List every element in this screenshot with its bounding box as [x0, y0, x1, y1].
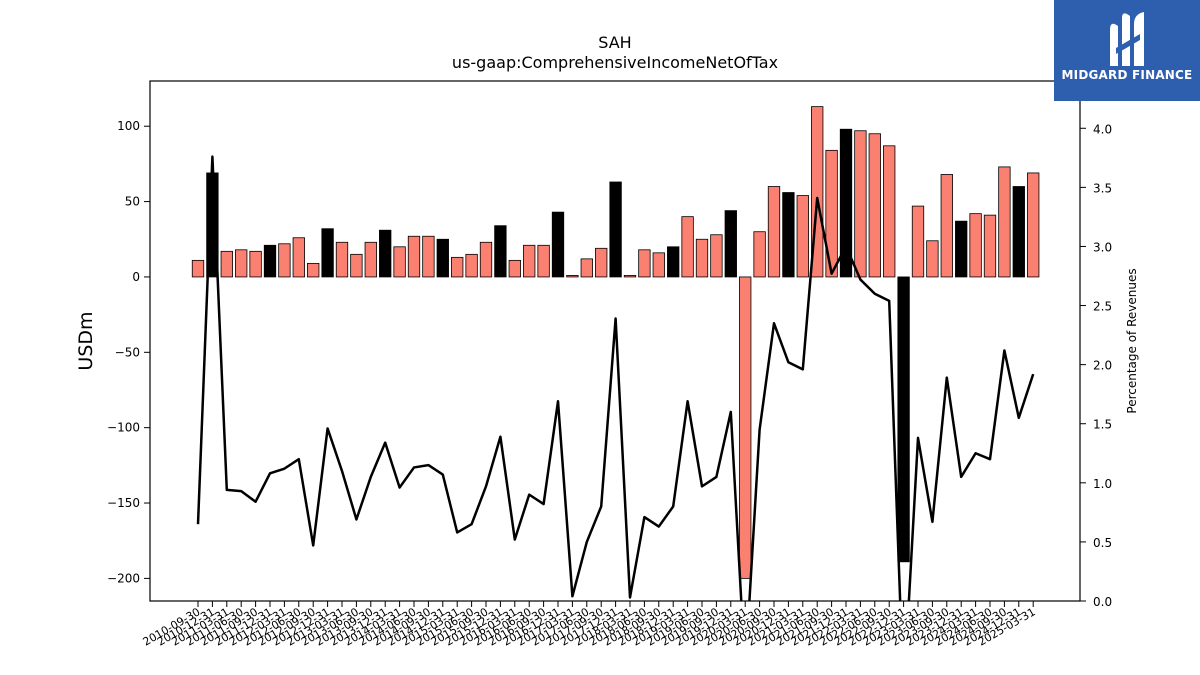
bar-2013-09-30: [364, 241, 377, 278]
brand-logo: MIDGARD FINANCE: [1054, 0, 1200, 101]
bar-series: [191, 106, 1040, 579]
bar-2020-12-31: [782, 192, 795, 278]
y2-tick-label: 0.5: [1093, 536, 1112, 550]
bar-2017-03-31: [566, 275, 579, 278]
y-tick-label: −100: [107, 421, 140, 435]
bar-2021-12-31: [839, 128, 853, 278]
bar-2017-12-31: [609, 181, 622, 278]
bar-2018-03-31: [623, 275, 637, 278]
brand-logo-text: MIDGARD FINANCE: [1061, 68, 1193, 82]
bar-2017-09-30: [595, 247, 608, 278]
bar-2016-12-31: [551, 211, 565, 278]
y2-axis-label: Percentage of Revenues: [1125, 268, 1139, 413]
bar-2015-06-30: [465, 253, 478, 278]
bar-2024-09-30: [998, 166, 1011, 278]
y-tick-label: −50: [115, 345, 140, 359]
y2-tick-label: 3.0: [1093, 240, 1112, 254]
bar-2020-06-30: [753, 231, 766, 278]
bar-2011-06-30: [235, 249, 248, 278]
chart-subtitle: us-gaap:ComprehensiveIncomeNetOfTax: [452, 53, 778, 72]
y-tick-label: 50: [125, 195, 140, 209]
bar-2010-09-30: [191, 259, 205, 278]
bar-2012-12-31: [321, 228, 334, 278]
y2-tick-label: 4.0: [1093, 122, 1112, 136]
bar-2011-03-31: [220, 250, 233, 278]
bar-2019-12-31: [724, 210, 737, 278]
y2-tick-label: 2.0: [1093, 359, 1112, 373]
y2-tick-label: 1.5: [1093, 418, 1112, 432]
bar-2011-12-31: [263, 244, 277, 278]
bar-2018-12-31: [667, 246, 680, 278]
bar-2015-03-31: [451, 256, 464, 278]
y-tick-label: −150: [107, 496, 140, 510]
bar-2020-09-30: [767, 186, 781, 278]
bar-2014-09-30: [422, 235, 435, 278]
y-tick-label: 100: [117, 119, 140, 133]
bar-2022-09-30: [883, 145, 896, 278]
bar-2023-09-30: [940, 174, 953, 278]
midgard-logo-icon: [1110, 12, 1144, 66]
bar-2014-03-31: [393, 246, 406, 278]
bar-2022-06-30: [868, 133, 881, 278]
y2-tick-label: 3.5: [1093, 181, 1112, 195]
plot-frame: [149, 80, 1081, 602]
bar-2020-03-31: [739, 276, 752, 579]
bar-2017-06-30: [580, 258, 593, 278]
bar-2022-03-31: [854, 130, 867, 278]
y-axis-left: −200 −150 −100 −50 0 50 100: [107, 119, 150, 585]
bar-2023-06-30: [926, 240, 939, 278]
bar-2024-12-31: [1012, 186, 1025, 278]
bar-2021-09-30: [825, 149, 838, 278]
bar-2025-03-31: [1027, 172, 1040, 278]
bar-2015-09-30: [479, 241, 493, 278]
bar-2023-03-31: [911, 205, 925, 278]
bar-2018-06-30: [638, 249, 651, 278]
bar-2014-12-31: [436, 238, 449, 278]
bar-2019-03-31: [681, 216, 694, 278]
bar-2014-06-30: [407, 235, 421, 278]
bar-2021-06-30: [811, 106, 824, 278]
bar-2013-06-30: [350, 253, 363, 278]
y-axis-right: 0.0 0.5 1.0 1.5 2.0 2.5 3.0 3.5 4.0: [1080, 122, 1112, 609]
y2-tick-label: 1.0: [1093, 477, 1112, 491]
bar-2021-03-31: [796, 195, 809, 278]
bar-2022-12-31: [897, 276, 910, 563]
bar-2015-12-31: [494, 225, 507, 278]
y-tick-label: −200: [107, 571, 140, 585]
bar-2012-06-30: [292, 237, 305, 278]
bar-2019-09-30: [710, 234, 723, 278]
y2-tick-label: 2.5: [1093, 300, 1112, 314]
bar-2011-09-30: [249, 250, 262, 278]
line-series-group: [196, 155, 1035, 601]
bar-2018-09-30: [652, 252, 665, 278]
bar-2013-03-31: [335, 241, 349, 278]
x-axis: 2010-09-302010-12-312011-03-312011-06-30…: [141, 601, 1038, 649]
bar-2016-03-31: [508, 259, 521, 278]
y-axis-label: USDm: [75, 311, 97, 370]
y2-tick-label: 0.0: [1093, 595, 1112, 609]
bar-2012-03-31: [278, 243, 291, 278]
bar-2024-06-30: [983, 214, 997, 278]
chart-title: SAH: [598, 33, 631, 52]
y-tick-label: 0: [132, 270, 140, 284]
bar-2012-09-30: [307, 262, 320, 278]
bar-2024-03-31: [969, 213, 982, 278]
bar-2016-06-30: [523, 244, 536, 278]
bar-2023-12-31: [955, 220, 968, 278]
bar-2013-12-31: [379, 229, 392, 278]
bar-2016-09-30: [537, 244, 550, 278]
percentage-line: [196, 155, 1035, 601]
bar-2019-06-30: [695, 238, 709, 278]
